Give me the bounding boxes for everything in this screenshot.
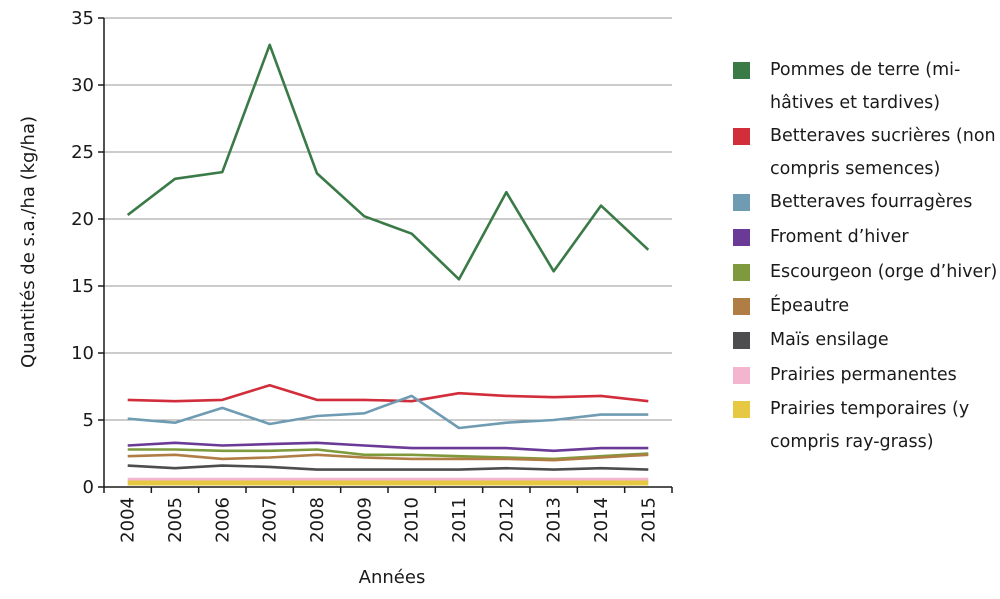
legend-label: Betteraves fourragères	[770, 192, 973, 212]
legend-swatch	[733, 194, 750, 211]
series-lines	[126, 43, 650, 486]
y-tick-labels: 0 5 10 15 20 25 30 35	[71, 8, 94, 498]
legend-swatch	[733, 401, 750, 418]
x-tick-label: 2013	[544, 497, 565, 543]
legend-swatch	[733, 229, 750, 246]
x-tick-label: 2005	[165, 497, 186, 543]
y-tick-label: 5	[83, 410, 94, 431]
series-line-1	[126, 43, 650, 281]
y-tick-label: 0	[83, 477, 94, 498]
y-axis-label: Quantités de s.a./ha (kg/ha)	[18, 116, 39, 368]
y-tick-label: 15	[71, 276, 94, 297]
x-tick-label: 2014	[591, 497, 612, 543]
x-tick-label: 2004	[118, 497, 139, 543]
legend-label: Pommes de terre (mi-hâtives et tardives)	[770, 60, 961, 113]
x-tick-label: 2008	[307, 497, 328, 543]
legend-label: Escourgeon (orge d’hiver)	[770, 262, 998, 282]
legend-swatch	[733, 367, 750, 384]
legend-label: Épeautre	[770, 296, 850, 316]
axes	[98, 17, 673, 493]
legend-swatch	[733, 332, 750, 349]
legend-label: Prairies permanentes	[770, 365, 957, 385]
series-line-3	[127, 394, 649, 430]
legend-label: Prairies temporaires (y compris ray-gras…	[770, 399, 970, 452]
legend-swatch	[733, 264, 750, 281]
y-tick-label: 25	[71, 142, 94, 163]
legend-label: Maïs ensilage	[770, 330, 889, 350]
x-tick-label: 2010	[402, 497, 423, 543]
series-line-6	[127, 453, 649, 462]
x-tick-label: 2006	[212, 497, 233, 543]
x-tick-labels: 2004 2005 2006 2007 2008 2009 2010 2011 2012 2013…	[118, 497, 660, 543]
x-tick-label: 2007	[260, 497, 281, 543]
legend-swatch	[733, 298, 750, 315]
x-axis-label: Années	[359, 567, 426, 588]
y-tick-label: 10	[71, 343, 94, 364]
legend-swatch	[733, 62, 750, 79]
y-tick-label: 20	[71, 209, 94, 230]
legend-label: Betteraves sucrières (non compris semenc…	[770, 126, 996, 179]
x-tick-label: 2009	[354, 497, 375, 543]
y-tick-label: 35	[71, 8, 94, 29]
series-line-2	[127, 383, 649, 403]
x-tick-label: 2011	[449, 497, 470, 543]
x-tick-label: 2015	[638, 497, 659, 543]
y-tick-label: 30	[71, 75, 94, 96]
legend-swatch	[733, 128, 750, 145]
x-tick-label: 2012	[496, 497, 517, 543]
grid-lines	[104, 17, 672, 421]
legend-label: Froment d’hiver	[770, 227, 909, 247]
series-line-4	[127, 441, 649, 453]
series-line-7	[127, 464, 649, 471]
